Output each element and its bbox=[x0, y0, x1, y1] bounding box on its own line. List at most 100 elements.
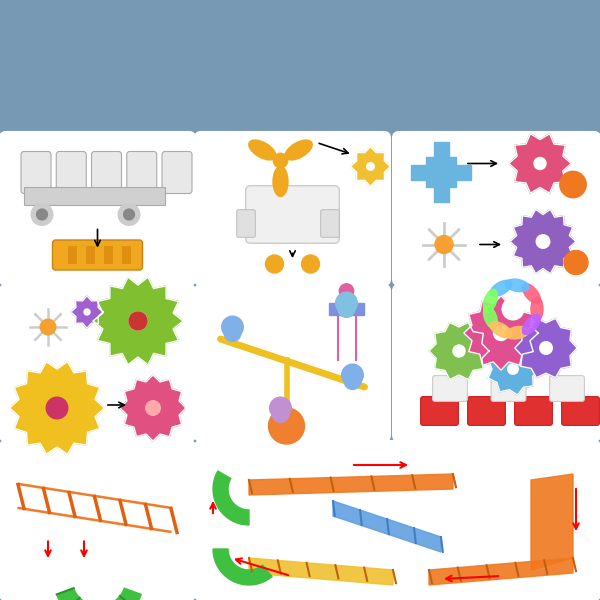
FancyBboxPatch shape bbox=[237, 209, 256, 237]
Polygon shape bbox=[213, 549, 272, 585]
Polygon shape bbox=[18, 484, 171, 509]
Polygon shape bbox=[464, 296, 538, 370]
Circle shape bbox=[502, 298, 524, 320]
Polygon shape bbox=[57, 588, 141, 600]
Circle shape bbox=[84, 309, 90, 315]
Circle shape bbox=[271, 408, 302, 438]
Bar bbox=[122, 246, 131, 264]
Circle shape bbox=[47, 398, 67, 418]
Polygon shape bbox=[429, 322, 489, 380]
Polygon shape bbox=[249, 474, 453, 495]
Polygon shape bbox=[350, 146, 391, 186]
Ellipse shape bbox=[273, 166, 288, 196]
Ellipse shape bbox=[490, 322, 512, 338]
FancyBboxPatch shape bbox=[467, 397, 505, 425]
FancyBboxPatch shape bbox=[321, 209, 340, 237]
Circle shape bbox=[129, 312, 147, 330]
Polygon shape bbox=[531, 474, 573, 570]
Ellipse shape bbox=[523, 284, 541, 304]
Bar bbox=[67, 246, 77, 264]
FancyBboxPatch shape bbox=[393, 285, 600, 441]
Ellipse shape bbox=[523, 314, 541, 334]
FancyBboxPatch shape bbox=[162, 151, 192, 193]
Circle shape bbox=[453, 345, 465, 357]
Polygon shape bbox=[71, 296, 103, 328]
FancyBboxPatch shape bbox=[421, 397, 458, 425]
FancyBboxPatch shape bbox=[195, 132, 390, 285]
Circle shape bbox=[270, 397, 292, 419]
Circle shape bbox=[222, 316, 244, 338]
Polygon shape bbox=[333, 501, 441, 552]
Ellipse shape bbox=[490, 280, 512, 296]
Ellipse shape bbox=[531, 297, 543, 321]
Circle shape bbox=[265, 255, 284, 273]
Circle shape bbox=[508, 364, 518, 374]
Polygon shape bbox=[509, 134, 571, 193]
Polygon shape bbox=[488, 343, 539, 395]
Circle shape bbox=[124, 209, 134, 220]
Circle shape bbox=[367, 163, 374, 170]
Circle shape bbox=[340, 284, 354, 298]
Circle shape bbox=[560, 171, 586, 197]
Polygon shape bbox=[18, 507, 171, 533]
Circle shape bbox=[146, 401, 160, 415]
FancyBboxPatch shape bbox=[21, 151, 51, 193]
Circle shape bbox=[540, 341, 552, 354]
Circle shape bbox=[118, 203, 140, 225]
Bar bbox=[434, 142, 449, 157]
Circle shape bbox=[494, 325, 509, 340]
FancyBboxPatch shape bbox=[56, 151, 86, 193]
Circle shape bbox=[146, 401, 160, 415]
FancyBboxPatch shape bbox=[433, 376, 467, 401]
Bar bbox=[426, 157, 456, 187]
Circle shape bbox=[344, 373, 361, 389]
FancyBboxPatch shape bbox=[0, 132, 195, 285]
Circle shape bbox=[274, 153, 288, 167]
Polygon shape bbox=[93, 277, 183, 365]
Circle shape bbox=[302, 255, 320, 273]
Ellipse shape bbox=[249, 140, 276, 160]
Bar bbox=[456, 165, 471, 180]
Polygon shape bbox=[429, 558, 573, 585]
FancyBboxPatch shape bbox=[515, 397, 553, 425]
FancyBboxPatch shape bbox=[53, 240, 143, 270]
Circle shape bbox=[31, 203, 53, 225]
Bar bbox=[329, 303, 364, 315]
Polygon shape bbox=[515, 319, 577, 377]
FancyBboxPatch shape bbox=[91, 151, 122, 193]
Circle shape bbox=[435, 235, 453, 253]
FancyBboxPatch shape bbox=[393, 132, 600, 285]
Bar bbox=[104, 246, 113, 264]
Circle shape bbox=[46, 397, 68, 419]
Ellipse shape bbox=[285, 140, 312, 160]
Polygon shape bbox=[213, 471, 249, 525]
Polygon shape bbox=[10, 362, 104, 454]
FancyBboxPatch shape bbox=[0, 285, 195, 441]
Circle shape bbox=[37, 209, 47, 220]
Bar bbox=[24, 187, 165, 205]
Polygon shape bbox=[120, 375, 186, 441]
FancyBboxPatch shape bbox=[0, 441, 195, 600]
Circle shape bbox=[224, 325, 241, 341]
FancyBboxPatch shape bbox=[562, 397, 599, 425]
Bar bbox=[411, 165, 426, 180]
Polygon shape bbox=[510, 209, 576, 274]
FancyBboxPatch shape bbox=[246, 185, 340, 243]
FancyBboxPatch shape bbox=[550, 376, 584, 401]
Circle shape bbox=[336, 292, 358, 314]
Circle shape bbox=[534, 157, 546, 169]
Ellipse shape bbox=[505, 326, 529, 339]
Circle shape bbox=[272, 406, 289, 422]
FancyBboxPatch shape bbox=[491, 376, 526, 401]
FancyBboxPatch shape bbox=[195, 285, 390, 441]
Circle shape bbox=[338, 301, 355, 317]
FancyBboxPatch shape bbox=[127, 151, 157, 193]
FancyBboxPatch shape bbox=[195, 441, 600, 600]
Polygon shape bbox=[249, 558, 393, 585]
Bar bbox=[434, 187, 449, 202]
Circle shape bbox=[129, 312, 147, 330]
Ellipse shape bbox=[484, 289, 497, 312]
Bar bbox=[86, 246, 95, 264]
Circle shape bbox=[536, 235, 550, 248]
Ellipse shape bbox=[505, 279, 529, 292]
